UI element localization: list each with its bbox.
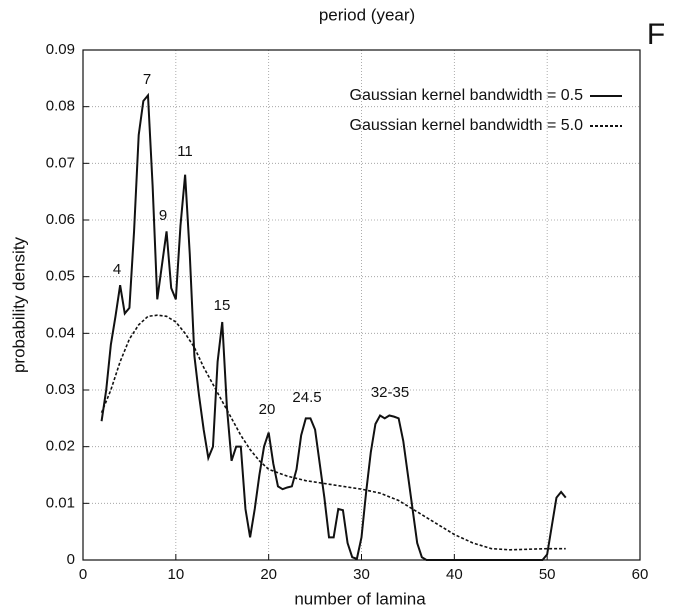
x-tick-label: 40 <box>446 566 463 583</box>
peak-annotation: 20 <box>259 401 276 418</box>
y-tick-label: 0.09 <box>46 41 75 58</box>
data-line <box>100 314 566 551</box>
y-tick-label: 0.03 <box>46 381 75 398</box>
data-line <box>100 92 567 561</box>
x-tick-label: 30 <box>353 566 370 583</box>
peak-annotation: 4 <box>113 261 121 278</box>
peak-annotation: 32-35 <box>371 384 409 401</box>
x-tick-label: 50 <box>539 566 556 583</box>
y-axis-label: probability density <box>9 236 28 373</box>
top-axis-label: period (year) <box>319 5 415 24</box>
x-tick-label: 20 <box>260 566 277 583</box>
x-tick-label: 10 <box>167 566 184 583</box>
y-tick-label: 0.08 <box>46 98 75 115</box>
peak-annotation: 24.5 <box>292 389 321 406</box>
x-tick-label: 0 <box>79 566 87 583</box>
y-tick-label: 0.06 <box>46 211 75 228</box>
y-tick-label: 0.05 <box>46 268 75 285</box>
x-axis-label: number of lamina <box>294 589 426 608</box>
peak-annotation: 15 <box>214 297 231 314</box>
y-tick-label: 0.01 <box>46 494 75 511</box>
y-tick-label: 0 <box>67 551 75 568</box>
y-tick-label: 0.02 <box>46 438 75 455</box>
peak-annotation: 9 <box>159 207 167 224</box>
legend-label: Gaussian kernel bandwidth = 0.5 <box>350 87 584 104</box>
panel-label: F <box>647 18 665 51</box>
y-tick-label: 0.07 <box>46 154 75 171</box>
y-tick-label: 0.04 <box>46 324 75 341</box>
peak-annotation: 7 <box>143 71 151 88</box>
legend-label: Gaussian kernel bandwidth = 5.0 <box>350 117 584 134</box>
plot-frame <box>82 49 641 561</box>
x-tick-label: 60 <box>632 566 649 583</box>
peak-annotation: 11 <box>177 143 193 160</box>
